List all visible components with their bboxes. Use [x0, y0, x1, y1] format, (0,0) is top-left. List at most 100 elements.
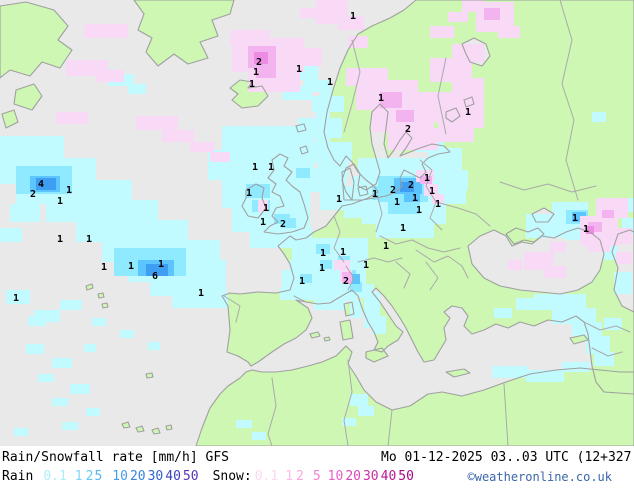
precip-max-label: 1 — [158, 259, 164, 270]
rain-cell-l2 — [388, 200, 420, 214]
rain-cell-l1 — [534, 294, 586, 310]
rain-cell-l1 — [572, 322, 602, 336]
precip-max-label: 1 — [383, 241, 389, 252]
precip-max-label: 1 — [252, 162, 258, 173]
precip-max-label: 1 — [394, 197, 400, 208]
precip-max-label: 1 — [299, 276, 305, 287]
precip-max-label: 1 — [86, 234, 92, 245]
rain-cell-l2 — [372, 186, 394, 200]
rain-cell-l1 — [442, 170, 468, 190]
rain-cell-l1 — [172, 294, 228, 308]
rain-cell-l1 — [252, 432, 266, 440]
rain-cell-l1 — [586, 336, 610, 354]
rain-cell-l2 — [350, 282, 362, 292]
copyright-text: ©weatheronline.co.uk — [467, 470, 613, 484]
rain-cell-l1 — [62, 422, 78, 430]
snow-cell-l1 — [448, 12, 468, 22]
precip-max-label: 1 — [13, 293, 19, 304]
rain-cell-l1 — [280, 288, 304, 300]
precip-max-label: 1 — [372, 189, 378, 200]
precip-max-label: 1 — [319, 263, 325, 274]
precip-max-label: 6 — [152, 271, 158, 282]
rain-scale-value: 40 — [165, 469, 181, 484]
snow-cell-l1 — [258, 200, 268, 212]
legend-bar: Rain/Snowfall rate [mm/h] GFS Mo 01-12-2… — [0, 446, 634, 490]
snow-scale-values: 0.1 1 2 5 10 20 30 40 50 — [255, 469, 416, 484]
snow-scale-label: Snow: — [212, 469, 252, 484]
rain-cell-l2 — [296, 168, 310, 178]
snow-cell-l1 — [388, 128, 438, 150]
precip-max-label: 1 — [57, 234, 63, 245]
rain-cell-l1 — [148, 342, 160, 350]
snow-scale-value: 5 — [312, 469, 321, 484]
precip-max-label: 1 — [363, 260, 369, 271]
snow-cell-l1 — [432, 194, 444, 204]
precip-max-label: 1 — [296, 64, 302, 75]
rain-cell-l1 — [314, 298, 346, 310]
snow-scale-value: 1 — [285, 469, 294, 484]
snow-scale-value: 20 — [345, 469, 361, 484]
rain-scale-value: 30 — [147, 469, 164, 484]
precip-max-label: 1 — [336, 194, 342, 205]
snow-cell-l2 — [342, 272, 352, 284]
rain-cell-l3 — [572, 212, 586, 222]
country-borders — [223, 0, 631, 446]
precip-max-label: 1 — [66, 185, 72, 196]
rain-cell-l1 — [46, 200, 158, 222]
color-scale-row: Rain 0.1 1 25 10 20 30 40 50 Snow: 0.1 1 2 5 10 20 30… — [2, 469, 416, 484]
rain-scale-value: 20 — [129, 469, 146, 484]
precip-max-label: 1 — [424, 173, 430, 184]
rain-scale-values: 0.1 1 25 10 20 30 40 50 — [43, 469, 204, 484]
snow-cell-l1 — [84, 24, 128, 38]
precip-max-label: 1 — [583, 224, 589, 235]
snow-cell-l3 — [586, 226, 594, 234]
precip-max-label: 1 — [249, 79, 255, 90]
rain-cell-l1 — [552, 308, 596, 324]
snow-cell-l1 — [430, 26, 454, 38]
rain-cell-l1 — [70, 384, 90, 394]
precip-max-label: 1 — [412, 193, 418, 204]
rain-cell-l1 — [350, 394, 368, 406]
snow-cell-l1 — [550, 242, 566, 252]
map-title: Rain/Snowfall rate [mm/h] GFS — [2, 450, 229, 465]
rain-scale-value: 1 — [74, 469, 83, 484]
precip-max-label: 1 — [378, 93, 384, 104]
precip-max-label: 1 — [268, 162, 274, 173]
snow-cell-l1 — [346, 68, 388, 86]
precip-max-label: 1 — [572, 213, 578, 224]
rain-cell-l1 — [84, 344, 96, 352]
precip-max-label: 2 — [405, 124, 411, 135]
rain-scale-value: 5 — [94, 469, 103, 484]
snow-cell-l1 — [136, 116, 178, 130]
precip-max-label: 1 — [260, 217, 266, 228]
precip-max-label: 1 — [101, 262, 107, 273]
snow-cell-l2 — [420, 176, 432, 184]
snow-scale-value: 2 — [296, 469, 304, 484]
snow-cell-l1 — [288, 48, 322, 66]
precip-max-label: 2 — [408, 180, 414, 191]
precip-max-label: 1 — [416, 205, 422, 216]
snow-scale-value: 30 — [362, 469, 379, 484]
precip-max-label: 2 — [256, 57, 262, 68]
precip-max-label: 2 — [280, 219, 286, 230]
precip-max-label: 1 — [435, 199, 441, 210]
precip-max-label: 1 — [340, 247, 346, 258]
rain-cell-l1 — [376, 222, 434, 238]
rain-cell-l1 — [52, 358, 72, 368]
rain-cell-l1 — [372, 316, 386, 334]
precip-max-label: 1 — [128, 261, 134, 272]
rain-cell-l1 — [150, 278, 226, 296]
snow-cell-l1 — [524, 252, 554, 270]
rain-cell-l1 — [26, 344, 44, 354]
rain-cell-l1 — [236, 420, 252, 428]
rain-cell-l1 — [28, 316, 46, 326]
snow-cell-l1 — [588, 240, 610, 252]
snow-cell-l1 — [424, 184, 438, 196]
snow-cell-l3 — [254, 52, 268, 64]
rain-scale-label: Rain — [2, 469, 34, 484]
rain-cell-l2 — [316, 244, 330, 254]
snow-cell-l1 — [96, 70, 124, 82]
snow-cell-l1 — [210, 152, 230, 162]
snow-cell-l1 — [338, 16, 364, 30]
